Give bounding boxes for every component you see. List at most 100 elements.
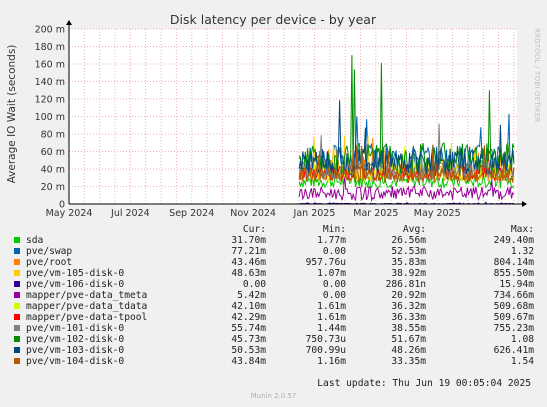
legend-row: pve/vm-102-disk-0 45.73m 750.73u 51.67m 1.08 <box>14 334 539 345</box>
legend-avg-value: 38.92m <box>391 268 426 279</box>
legend-series-name: pve/vm-105-disk-0 <box>26 268 125 279</box>
legend-avg-value: 36.33m <box>391 312 426 323</box>
legend-cur-value: 42.29m <box>231 312 266 323</box>
y-tick-label: 120 m <box>35 95 65 106</box>
x-tick-label: Sep 2024 <box>169 208 214 219</box>
x-tick-label: May 2025 <box>414 208 461 219</box>
legend-swatch <box>14 336 20 342</box>
y-axis-arrow <box>66 20 72 25</box>
legend-min-value: 1.07m <box>317 268 346 279</box>
legend-row: pve/root 43.46m 957.76u 35.83m 804.14m <box>14 257 539 268</box>
legend-swatch <box>14 314 20 320</box>
series-line <box>298 174 515 203</box>
y-tick-label: 180 m <box>35 42 65 53</box>
legend-swatch <box>14 325 20 331</box>
legend-min-value: 1.61m <box>317 312 346 323</box>
legend-header-row: Cur: Min: Avg: Max: <box>14 224 539 235</box>
legend-cur-value: 55.74m <box>231 323 266 334</box>
y-tick-label: 0 <box>59 200 65 211</box>
legend-max-value: 734.66m <box>493 290 534 301</box>
last-update: Last update: Thu Jun 19 00:05:04 2025 <box>317 378 531 389</box>
legend-row: mapper/pve-data_tdata 42.10m 1.61m 36.32m 50… <box>14 301 539 312</box>
legend-series-name: mapper/pve-data_tmeta <box>26 290 148 301</box>
chart-title: Disk latency per device - by year <box>170 12 377 27</box>
x-axis-ticks: May 2024 Jul 2024 Sep 2024 Nov 2024 Jan 2025… <box>46 208 461 219</box>
legend-series-name: mapper/pve-data_tdata <box>26 301 148 312</box>
legend-header-avg: Avg: <box>402 224 426 235</box>
legend-cur-value: 50.53m <box>231 345 266 356</box>
legend-avg-value: 51.67m <box>391 334 426 345</box>
y-tick-label: 200 m <box>35 25 65 36</box>
legend-avg-value: 52.53m <box>391 246 426 257</box>
x-tick-label: Jan 2025 <box>293 208 336 219</box>
legend-min-value: 1.77m <box>317 235 346 246</box>
legend-max-value: 15.94m <box>499 279 534 290</box>
y-tick-label: 20 m <box>41 182 65 193</box>
y-tick-label: 80 m <box>41 130 65 141</box>
legend-min-value: 0.00 <box>322 290 346 301</box>
x-tick-label: May 2024 <box>46 208 93 219</box>
rrdtool-credit: RRDTOOL / TOBI OETIKER <box>533 28 541 123</box>
legend-max-value: 509.67m <box>493 312 534 323</box>
legend-series-name: pve/vm-103-disk-0 <box>26 345 125 356</box>
legend-swatch <box>14 270 20 276</box>
y-axis-ticks: 0 20 m 40 m 60 m 80 m 100 m 120 m 140 m 160 m 180… <box>35 25 65 211</box>
legend-min-value: 957.76u <box>305 257 346 268</box>
legend-swatch <box>14 358 20 364</box>
legend-min-value: 1.16m <box>317 356 346 367</box>
legend-row: pve/vm-105-disk-0 48.63m 1.07m 38.92m 855.50… <box>14 268 539 279</box>
legend-row: pve/vm-103-disk-0 50.53m 700.99u 48.26m 626.… <box>14 345 539 356</box>
y-tick-label: 60 m <box>41 147 65 158</box>
legend-row: pve/vm-106-disk-0 0.00 0.00 286.81n 15.94m <box>14 279 539 290</box>
legend-header-cur: Cur: <box>242 224 266 235</box>
legend-table: Cur: Min: Avg: Max: sda 31.70m 1.77m 26.56m… <box>14 224 539 367</box>
legend-cur-value: 43.84m <box>231 356 266 367</box>
legend-row: sda 31.70m 1.77m 26.56m 249.40m <box>14 235 539 246</box>
legend-avg-value: 20.92m <box>391 290 426 301</box>
legend-max-value: 1.32 <box>510 246 534 257</box>
legend-cur-value: 77.21m <box>231 246 266 257</box>
y-tick-label: 160 m <box>35 60 65 71</box>
legend-swatch <box>14 292 20 298</box>
legend-avg-value: 35.83m <box>391 257 426 268</box>
x-tick-label: Nov 2024 <box>230 208 276 219</box>
legend-header-max: Max: <box>510 224 534 235</box>
munin-version: Munin 2.0.57 <box>250 392 297 400</box>
legend-cur-value: 0.00 <box>242 279 266 290</box>
legend-avg-value: 48.26m <box>391 345 426 356</box>
legend-avg-value: 26.56m <box>391 235 426 246</box>
legend-max-value: 755.23m <box>493 323 534 334</box>
legend-max-value: 1.54 <box>510 356 534 367</box>
x-tick-label: Jul 2024 <box>110 208 150 219</box>
legend-min-value: 0.00 <box>322 279 346 290</box>
legend-min-value: 700.99u <box>305 345 346 356</box>
legend-series-name: pve/vm-102-disk-0 <box>26 334 125 345</box>
legend-swatch <box>14 303 20 309</box>
legend-avg-value: 286.81n <box>385 279 426 290</box>
legend-rows: sda 31.70m 1.77m 26.56m 249.40m pve/swap 77.21… <box>14 235 539 367</box>
legend-cur-value: 43.46m <box>231 257 266 268</box>
series-lines <box>298 55 515 205</box>
y-tick-label: 140 m <box>35 77 65 88</box>
legend-series-name: pve/vm-101-disk-0 <box>26 323 125 334</box>
legend-series-name: pve/vm-104-disk-0 <box>26 356 125 367</box>
legend-cur-value: 5.42m <box>237 290 266 301</box>
legend-row: pve/swap 77.21m 0.00 52.53m 1.32 <box>14 246 539 257</box>
legend-swatch <box>14 237 20 243</box>
legend-cur-value: 48.63m <box>231 268 266 279</box>
legend-cur-value: 45.73m <box>231 334 266 345</box>
legend-cur-value: 42.10m <box>231 301 266 312</box>
legend-avg-value: 33.35m <box>391 356 426 367</box>
x-axis-arrow <box>522 201 527 207</box>
legend-series-name: pve/root <box>26 257 73 268</box>
y-axis-label: Average IO Wait (seconds) <box>6 45 18 184</box>
legend-series-name: sda <box>26 235 44 246</box>
legend-avg-value: 36.32m <box>391 301 426 312</box>
legend-row: pve/vm-104-disk-0 43.84m 1.16m 33.35m 1.54 <box>14 356 539 367</box>
series-line <box>298 144 515 184</box>
legend-series-name: mapper/pve-data-tpool <box>26 312 148 323</box>
legend-max-value: 509.68m <box>493 301 534 312</box>
legend-series-name: pve/swap <box>26 246 73 257</box>
axes <box>66 20 527 207</box>
